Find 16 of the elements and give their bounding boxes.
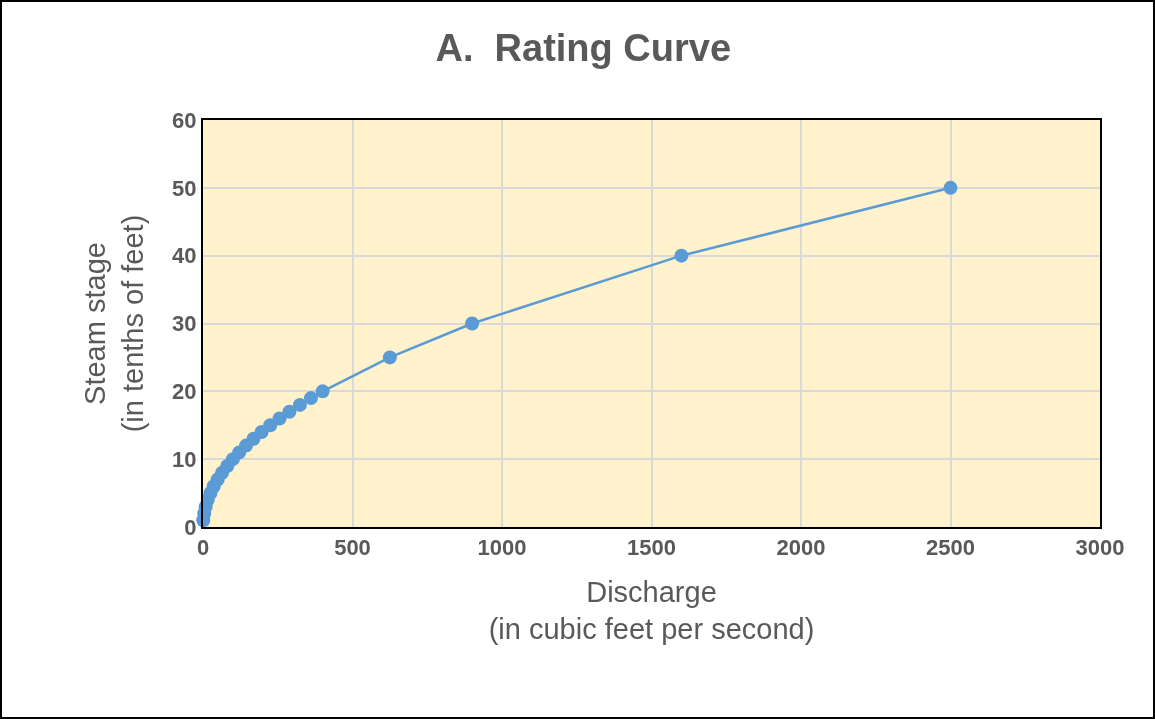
x-tick-label: 3000 (1075, 535, 1125, 561)
y-tick-label: 50 (172, 175, 197, 201)
y-tick-label: 30 (172, 311, 197, 337)
y-tick-label: 10 (172, 446, 197, 472)
y-axis-title: Steam stage (in tenths of feet) (79, 214, 149, 433)
chart-title: A. Rating Curve (435, 26, 732, 69)
x-axis-title: Discharge (in cubic feet per second) (488, 575, 815, 646)
x-tick-label: 2500 (926, 535, 975, 561)
x-tick-label: 1500 (627, 535, 676, 561)
x-tick-label: 1000 (477, 535, 527, 561)
y-tick-label: 0 (184, 514, 197, 540)
y-tick-label: 40 (172, 243, 197, 269)
x-tick-label: 2000 (776, 535, 826, 561)
x-tick-label: 500 (334, 535, 371, 561)
y-tick-label: 20 (172, 379, 197, 405)
y-tick-label: 60 (172, 107, 197, 133)
